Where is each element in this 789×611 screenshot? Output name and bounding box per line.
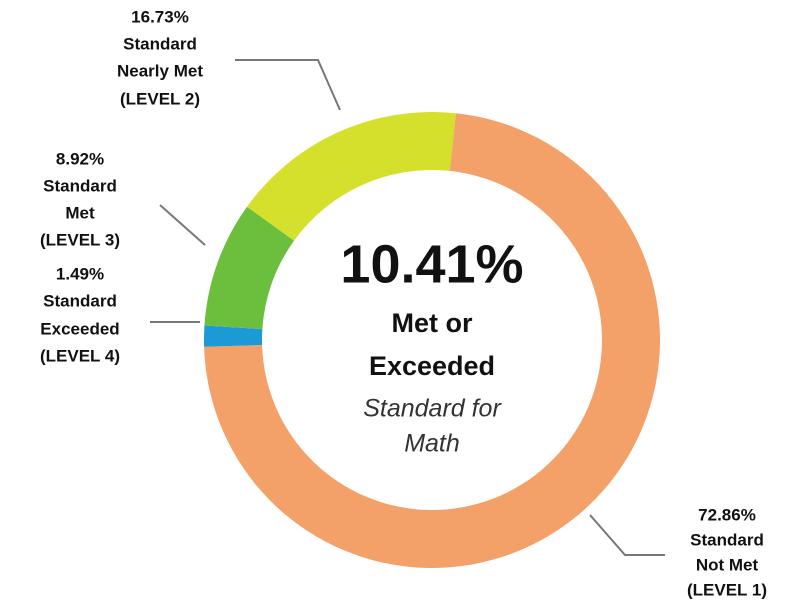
category-label: (LEVEL 1) [687, 580, 767, 599]
donut-segment [247, 112, 456, 241]
data-label: 16.73% [131, 7, 189, 26]
category-label: (LEVEL 2) [120, 89, 200, 108]
leader-line [235, 59, 341, 111]
category-label: (LEVEL 4) [40, 346, 120, 365]
category-label: Standard [43, 176, 117, 195]
center-text: Math [404, 430, 460, 458]
leader-line [589, 514, 665, 556]
center-text: 10.41% [340, 234, 523, 294]
category-label: Standard [690, 530, 764, 549]
category-label: Not Met [696, 555, 759, 574]
category-label: Exceeded [40, 319, 119, 338]
donut-segment [204, 206, 295, 330]
category-label: Standard [43, 291, 117, 310]
category-label: Met [65, 203, 95, 222]
data-label: 1.49% [56, 264, 104, 283]
center-text: Exceeded [369, 351, 495, 381]
center-text: Met or [392, 308, 473, 338]
leader-line [159, 204, 206, 246]
data-label: 8.92% [56, 149, 104, 168]
donut-segment [204, 325, 263, 347]
center-text: Standard for [363, 395, 502, 423]
category-label: Nearly Met [117, 61, 203, 80]
category-label: (LEVEL 3) [40, 230, 120, 249]
data-label: 72.86% [698, 505, 756, 524]
category-label: Standard [123, 34, 197, 53]
